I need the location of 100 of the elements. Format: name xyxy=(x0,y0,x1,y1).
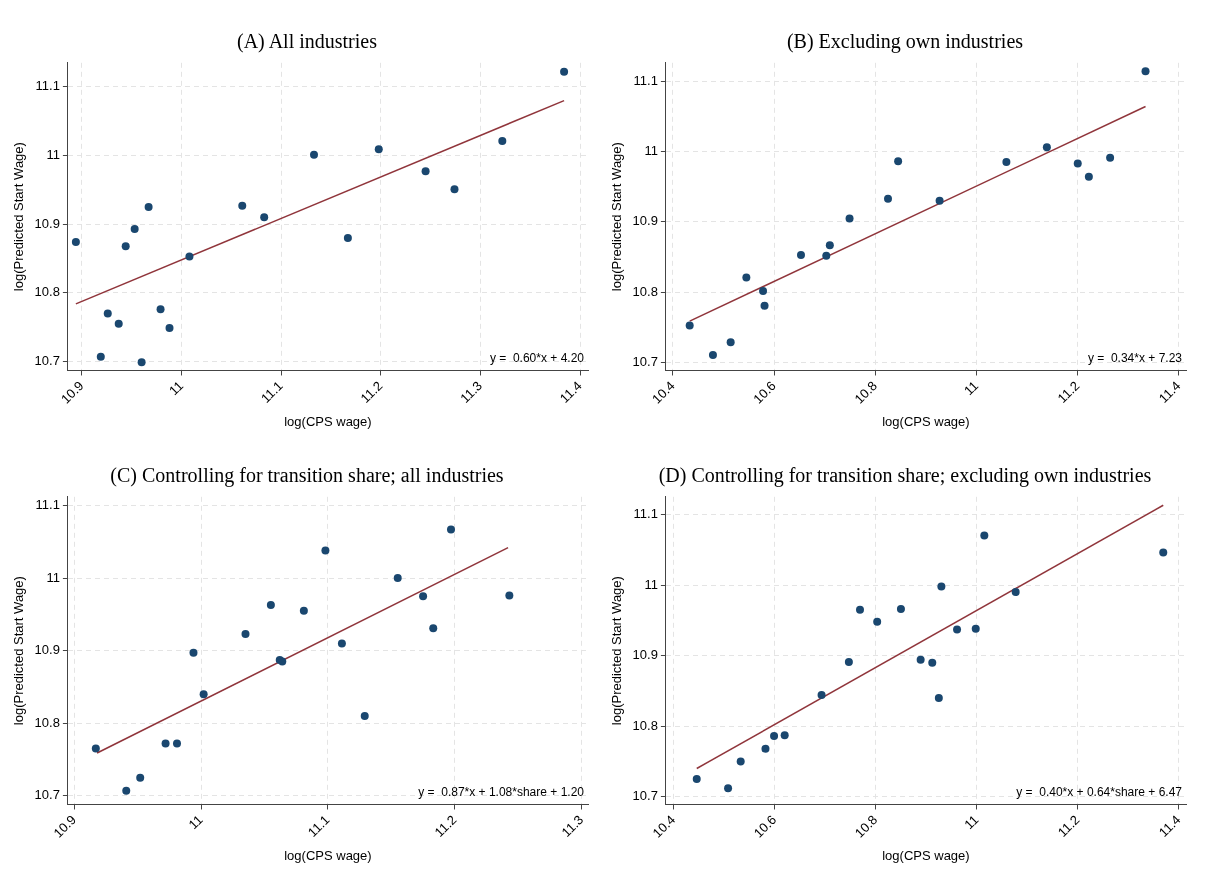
point xyxy=(374,145,383,154)
point xyxy=(121,242,130,251)
x-tick-label: 11 xyxy=(961,812,982,833)
x-tick-label: 11.2 xyxy=(1054,378,1083,406)
point xyxy=(855,605,864,614)
chart-title: (C) Controlling for transition share; all industries xyxy=(109,463,505,486)
point xyxy=(429,624,438,633)
y-tick-label: 10.9 xyxy=(34,642,60,658)
y-axis-title: log(Predicted Start Wage) xyxy=(11,576,27,726)
point xyxy=(137,358,146,367)
point xyxy=(321,546,330,555)
point xyxy=(1141,67,1150,76)
point xyxy=(742,273,751,282)
point xyxy=(103,309,112,318)
point xyxy=(736,757,745,766)
point xyxy=(189,648,198,657)
x-tick-label: 11.1 xyxy=(304,812,333,840)
y-axis-title: log(Predicted Start Wage) xyxy=(11,142,27,292)
point xyxy=(91,744,100,753)
x-axis-title: log(CPS wage) xyxy=(882,847,970,863)
point xyxy=(726,338,735,347)
point xyxy=(156,305,165,314)
y-tick-label: 10.7 xyxy=(632,788,658,804)
annotation: y = 0.34*x + 7.23 xyxy=(1087,350,1183,365)
point xyxy=(935,196,944,205)
point xyxy=(822,251,831,260)
point xyxy=(1042,143,1051,152)
point xyxy=(953,625,962,634)
x-axis-title: log(CPS wage) xyxy=(284,847,372,863)
point xyxy=(1159,548,1168,557)
point xyxy=(937,582,946,591)
point xyxy=(505,591,514,600)
x-axis-title: log(CPS wage) xyxy=(882,413,970,429)
point xyxy=(498,137,507,146)
point xyxy=(447,525,455,534)
point xyxy=(971,624,980,633)
x-tick-label: 11.2 xyxy=(431,812,460,840)
point xyxy=(873,617,882,626)
x-axis-title: log(CPS wage) xyxy=(284,413,372,429)
x-tick-label: 11.2 xyxy=(1054,812,1083,840)
point xyxy=(199,690,208,699)
point xyxy=(71,238,80,247)
y-tick-label: 11 xyxy=(644,576,658,592)
point xyxy=(393,574,402,583)
x-tick-label: 11.2 xyxy=(357,378,386,406)
chart-title: (B) Excluding own industries xyxy=(785,29,1025,52)
y-tick-label: 10.9 xyxy=(632,647,658,663)
point xyxy=(144,203,153,212)
y-tick-label: 11 xyxy=(46,147,60,163)
y-tick-label: 11.1 xyxy=(35,497,60,513)
point xyxy=(685,321,694,330)
x-tick-label: 11.1 xyxy=(257,378,286,406)
y-tick-label: 10.9 xyxy=(34,215,60,231)
point xyxy=(1011,588,1020,597)
point xyxy=(136,773,145,782)
point xyxy=(241,629,250,638)
chart-title: (D) Controlling for transition share; excluding own industries xyxy=(657,463,1153,486)
point xyxy=(928,658,937,667)
point xyxy=(560,67,569,76)
point xyxy=(692,775,701,784)
point xyxy=(844,657,853,666)
point xyxy=(1073,159,1082,168)
point xyxy=(161,739,170,748)
point xyxy=(724,784,733,793)
y-tick-label: 10.8 xyxy=(632,717,658,733)
point xyxy=(845,214,854,223)
point xyxy=(1084,172,1093,181)
point xyxy=(916,655,925,664)
y-tick-label: 10.7 xyxy=(632,354,658,370)
point xyxy=(759,286,768,295)
annotation: y = 0.87*x + 1.08*share + 1.20 xyxy=(418,784,585,799)
x-tick-label: 11.4 xyxy=(1155,812,1184,840)
x-tick-label: 11.4 xyxy=(1155,378,1184,406)
y-tick-label: 11 xyxy=(644,143,658,159)
annotation: y = 0.60*x + 4.20 xyxy=(489,350,585,365)
point xyxy=(343,233,352,242)
point xyxy=(173,739,181,748)
x-tick-label: 11.3 xyxy=(558,812,587,840)
point xyxy=(761,744,770,753)
x-tick-label: 11 xyxy=(185,812,206,833)
point xyxy=(130,225,139,233)
point xyxy=(122,786,131,795)
point xyxy=(299,606,308,615)
point xyxy=(934,693,943,702)
point xyxy=(894,157,903,166)
y-axis-title: log(Predicted Start Wage) xyxy=(609,142,625,292)
point xyxy=(796,251,805,260)
y-tick-label: 10.7 xyxy=(34,787,60,803)
y-tick-label: 11.1 xyxy=(633,506,658,522)
point xyxy=(360,711,369,720)
point xyxy=(780,731,789,740)
y-tick-label: 10.7 xyxy=(34,353,60,369)
point xyxy=(96,352,105,361)
point xyxy=(421,167,430,176)
annotation: y = 0.40*x + 0.64*share + 6.47 xyxy=(1016,784,1183,799)
point xyxy=(817,691,826,700)
point xyxy=(310,150,318,159)
y-tick-label: 11 xyxy=(46,569,60,585)
x-tick-label: 11 xyxy=(961,378,982,399)
y-tick-label: 10.8 xyxy=(632,283,658,299)
